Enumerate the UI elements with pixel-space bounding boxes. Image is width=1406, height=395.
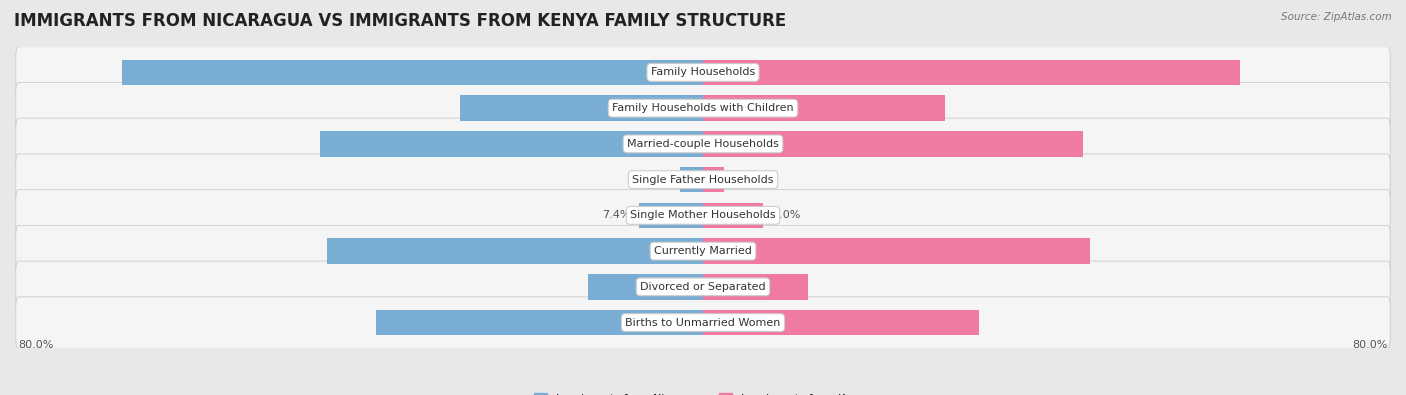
Bar (703, 310, 980, 335)
Bar (122, 60, 703, 85)
Text: 28.1%: 28.1% (716, 103, 755, 113)
Text: 43.7%: 43.7% (651, 246, 690, 256)
Bar (375, 310, 703, 335)
Bar (703, 60, 1240, 85)
Bar (703, 95, 945, 121)
FancyBboxPatch shape (15, 261, 1391, 312)
Text: 44.5%: 44.5% (651, 139, 690, 149)
Bar (703, 238, 1090, 264)
Text: 38.0%: 38.0% (652, 318, 690, 327)
Bar (326, 238, 703, 264)
Text: 12.2%: 12.2% (716, 282, 755, 292)
Bar (319, 131, 703, 157)
Text: 7.4%: 7.4% (602, 211, 631, 220)
Text: 80.0%: 80.0% (18, 340, 53, 350)
Text: 67.5%: 67.5% (651, 68, 690, 77)
Text: 32.1%: 32.1% (716, 318, 755, 327)
Text: 62.3%: 62.3% (716, 68, 755, 77)
Bar (460, 95, 703, 121)
Text: 28.2%: 28.2% (651, 103, 690, 113)
Text: Births to Unmarried Women: Births to Unmarried Women (626, 318, 780, 327)
Bar (703, 203, 763, 228)
Text: 80.0%: 80.0% (1353, 340, 1388, 350)
FancyBboxPatch shape (15, 118, 1391, 169)
Text: 2.7%: 2.7% (643, 175, 671, 184)
Bar (703, 167, 724, 192)
Text: 2.4%: 2.4% (733, 175, 761, 184)
Text: 44.9%: 44.9% (716, 246, 755, 256)
Text: 44.1%: 44.1% (716, 139, 755, 149)
FancyBboxPatch shape (15, 154, 1391, 205)
Text: Source: ZipAtlas.com: Source: ZipAtlas.com (1281, 12, 1392, 22)
Bar (703, 274, 808, 300)
Bar (589, 274, 703, 300)
FancyBboxPatch shape (15, 83, 1391, 134)
Text: Single Father Households: Single Father Households (633, 175, 773, 184)
Text: Divorced or Separated: Divorced or Separated (640, 282, 766, 292)
FancyBboxPatch shape (15, 190, 1391, 241)
FancyBboxPatch shape (15, 226, 1391, 277)
Legend: Immigrants from Nicaragua, Immigrants from Kenya: Immigrants from Nicaragua, Immigrants fr… (529, 389, 877, 395)
FancyBboxPatch shape (15, 47, 1391, 98)
Bar (640, 203, 703, 228)
Text: IMMIGRANTS FROM NICARAGUA VS IMMIGRANTS FROM KENYA FAMILY STRUCTURE: IMMIGRANTS FROM NICARAGUA VS IMMIGRANTS … (14, 12, 786, 30)
Text: 13.3%: 13.3% (652, 282, 690, 292)
Text: 7.0%: 7.0% (772, 211, 800, 220)
FancyBboxPatch shape (15, 297, 1391, 348)
Bar (703, 131, 1083, 157)
Text: Family Households with Children: Family Households with Children (612, 103, 794, 113)
Bar (679, 167, 703, 192)
Text: Single Mother Households: Single Mother Households (630, 211, 776, 220)
Text: Family Households: Family Households (651, 68, 755, 77)
Text: Married-couple Households: Married-couple Households (627, 139, 779, 149)
Text: Currently Married: Currently Married (654, 246, 752, 256)
